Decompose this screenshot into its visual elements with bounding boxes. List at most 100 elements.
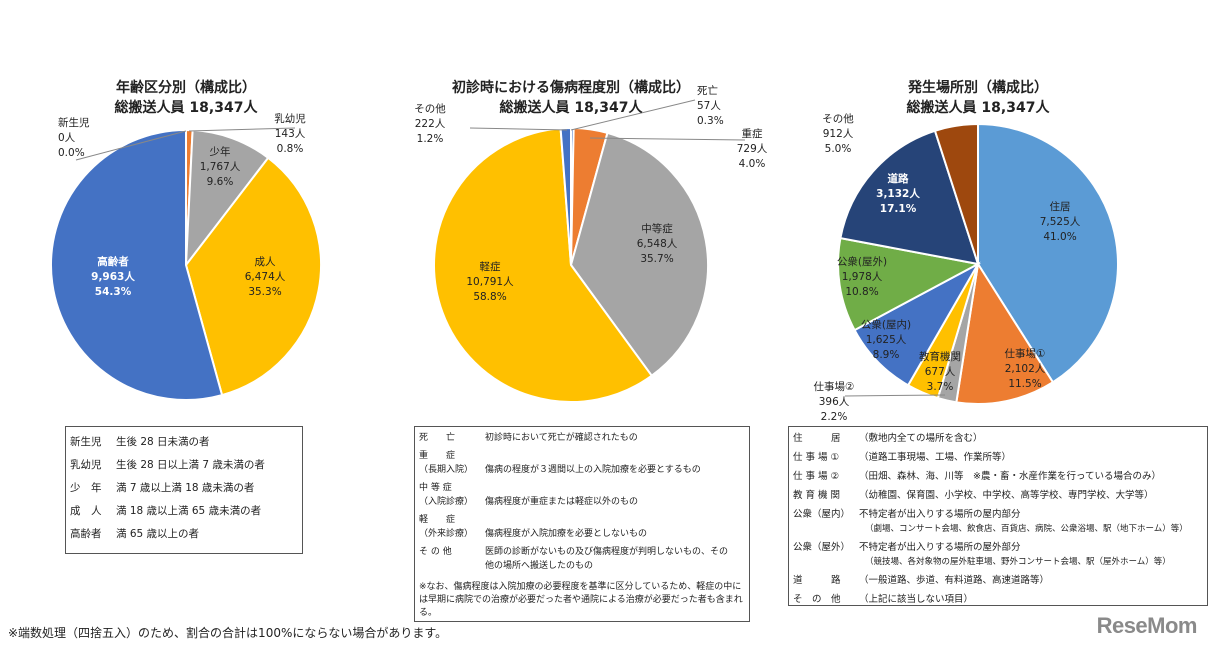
legend-desc-wrap: （敷地内全ての場所を含む） <box>859 432 983 446</box>
legend-desc-sub: （競技場、各対象物の屋外駐車場、野外コンサート会場、駅（屋外ホーム）等） <box>865 557 1171 567</box>
legend-term: 乳幼児 <box>70 459 102 471</box>
leader-line <box>188 127 296 132</box>
legend-term: 軽 症 （外来診療） <box>419 513 485 541</box>
legend-desc: 不特定者が出入りする場所の屋外部分 <box>859 542 1021 553</box>
slice-label-pct: 41.0% <box>1043 231 1077 243</box>
legend-term-sub: （入院診療） <box>419 497 474 507</box>
leader-line <box>570 99 696 131</box>
legend-term: 公衆（屋外） <box>793 542 851 553</box>
slice-label: 住居 7,525人 41.0% <box>1040 200 1081 245</box>
legend-term-name: そ の 他 <box>419 547 452 557</box>
pie-slice <box>839 129 980 266</box>
legend-desc: 医師の診断がないもの及び傷病程度が判明しないもの、その他の場所へ搬送したのもの <box>485 547 729 571</box>
legend-row: 重 症 （長期入院） 傷病の程度が３週間以上の入院加療を必要とするもの <box>419 449 745 477</box>
chart-title: 発生場所別（構成比） <box>908 80 1048 96</box>
pie-slice <box>433 127 654 403</box>
pie-slice <box>837 236 981 332</box>
slice-label-count: 677人 <box>924 366 956 378</box>
slice-label-name: 公衆(屋内) <box>860 319 912 331</box>
legend-term: 住 居 <box>793 433 841 444</box>
legend-term: 中 等 症 （入院診療） <box>419 481 485 509</box>
pie-slice <box>569 131 709 378</box>
legend-row: そ の 他 医師の診断がないもの及び傷病程度が判明しないもの、その他の場所へ搬送し… <box>419 545 745 573</box>
legend-row: 新生児 生後 28 日未満の者 <box>70 431 302 454</box>
slice-label-count: 396人 <box>818 396 850 408</box>
legend-term: 高齢者 <box>70 528 102 540</box>
slice-label-pct: 54.3% <box>94 286 132 298</box>
legend-desc: （道路工事現場、工場、作業所等） <box>859 452 1012 463</box>
slice-label: 教育機関 677人 3.7% <box>919 350 961 395</box>
slice-label-name: 仕事場① <box>1004 348 1046 360</box>
slice-label-name: 軽症 <box>479 261 501 273</box>
slice-label-pct: 58.8% <box>473 291 507 303</box>
legend-desc: 傷病程度が入院加療を必要としないもの <box>485 529 648 539</box>
legend-desc-wrap: 不特定者が出入りする場所の屋外部分 （競技場、各対象物の屋外駐車場、野外コンサート… <box>859 541 1171 569</box>
slice-label-pct: 9.6% <box>206 176 234 188</box>
legend-row: 道 路 （一般道路、歩道、有料道路、高速道路等） <box>793 574 1203 588</box>
legend-term: 成 人 <box>70 505 102 517</box>
leader-line <box>469 127 568 131</box>
legend-desc: （上記に該当しない項目） <box>859 594 974 605</box>
slice-label: 中等症 6,548人 35.7% <box>637 222 678 267</box>
legend-term: 重 症 （長期入院） <box>419 449 485 477</box>
chart-subtitle: 総搬送人員 18,347人 <box>906 100 1050 116</box>
leader-line <box>844 394 946 397</box>
legend-desc-wrap: （一般道路、歩道、有料道路、高速道路等） <box>859 574 1049 588</box>
slice-label-pct: 0.0% <box>58 147 85 159</box>
legend-desc-wrap: （田畑、森林、海、川等 ※農・畜・水産作業を行っている場合のみ） <box>859 470 1161 484</box>
legend-row: 仕 事 場 ② （田畑、森林、海、川等 ※農・畜・水産作業を行っている場合のみ） <box>793 470 1203 484</box>
slice-label-name: 道路 <box>887 173 909 185</box>
slice-label: 乳幼児 143人 0.8% <box>274 112 306 157</box>
slice-label-count: 10,791人 <box>466 276 514 288</box>
slice-label-name: その他 <box>414 103 446 115</box>
slice-label-count: 143人 <box>274 128 306 140</box>
slice-label: 公衆(屋内) 1,625人 8.9% <box>861 318 911 363</box>
slice-label-count: 57人 <box>697 100 721 112</box>
legend-desc: 生後 28 日未満の者 <box>116 436 210 448</box>
slice-label-pct: 3.7% <box>926 381 954 393</box>
legend-desc: 傷病の程度が３週間以上の入院加療を必要とするもの <box>485 465 701 475</box>
slice-label-pct: 8.9% <box>872 349 900 361</box>
slice-label-name: 新生児 <box>58 117 90 129</box>
slice-label: 公衆(屋外) 1,978人 10.8% <box>837 255 887 300</box>
slice-label-pct: 17.1% <box>879 203 917 215</box>
chart-title: 初診時における傷病程度別（構成比） <box>452 80 690 96</box>
legend-term: そ の 他 <box>793 594 841 605</box>
legend-desc-wrap: （幼稚園、保育園、小学校、中学校、高等学校、専門学校、大学等） <box>859 489 1154 503</box>
slice-label: 少年 1,767人 9.6% <box>200 145 241 190</box>
slice-label: 死亡 57人 0.3% <box>697 84 724 129</box>
slice-label: 仕事場① 2,102人 11.5% <box>1005 347 1046 392</box>
pie-slice <box>50 128 224 401</box>
legend-term-name: 重 症 <box>419 451 456 461</box>
legend-row: 死 亡 初診時において死亡が確認されたもの <box>419 431 745 445</box>
slice-label: 重症 729人 4.0% <box>737 127 768 172</box>
legend-term: 少 年 <box>70 482 102 494</box>
pie-slice <box>559 126 572 266</box>
legend-desc: （田畑、森林、海、川等 ※農・畜・水産作業を行っている場合のみ） <box>859 471 1161 482</box>
slice-label-name: 成人 <box>254 256 276 268</box>
severity-legend-table: 死 亡 初診時において死亡が確認されたもの重 症 （長期入院） 傷病の程度が３週間以上… <box>414 426 750 622</box>
slice-label-name: 少年 <box>209 146 231 158</box>
legend-desc-sub: （劇場、コンサート会場、飲食店、百貨店、病院、公衆浴場、駅（地下ホーム）等） <box>865 524 1188 534</box>
legend-term: 公衆（屋内） <box>793 509 851 520</box>
pie-slice <box>184 129 270 269</box>
legend-desc: （幼稚園、保育園、小学校、中学校、高等学校、専門学校、大学等） <box>859 490 1154 501</box>
slice-label: その他 912人 5.0% <box>822 112 854 157</box>
slice-label-count: 3,132人 <box>876 188 920 200</box>
leader-line <box>589 137 746 141</box>
slice-label-pct: 0.8% <box>276 143 304 155</box>
slice-label-name: その他 <box>822 113 854 125</box>
legend-row: 仕 事 場 ① （道路工事現場、工場、作業所等） <box>793 451 1203 465</box>
pie-slice <box>184 156 322 397</box>
legend-row: 教 育 機 関 （幼稚園、保育園、小学校、中学校、高等学校、専門学校、大学等） <box>793 489 1203 503</box>
legend-desc: （敷地内全ての場所を含む） <box>859 433 983 444</box>
slice-label-pct: 1.2% <box>416 133 444 145</box>
slice-label-pct: 35.7% <box>640 253 674 265</box>
legend-desc-wrap: （上記に該当しない項目） <box>859 593 973 607</box>
chart-title: 年齢区分別（構成比） <box>116 80 256 96</box>
slice-label: 高齢者 9,963人 54.3% <box>91 255 135 300</box>
slice-label: 道路 3,132人 17.1% <box>876 172 920 217</box>
legend-desc: （一般道路、歩道、有料道路、高速道路等） <box>859 575 1050 586</box>
